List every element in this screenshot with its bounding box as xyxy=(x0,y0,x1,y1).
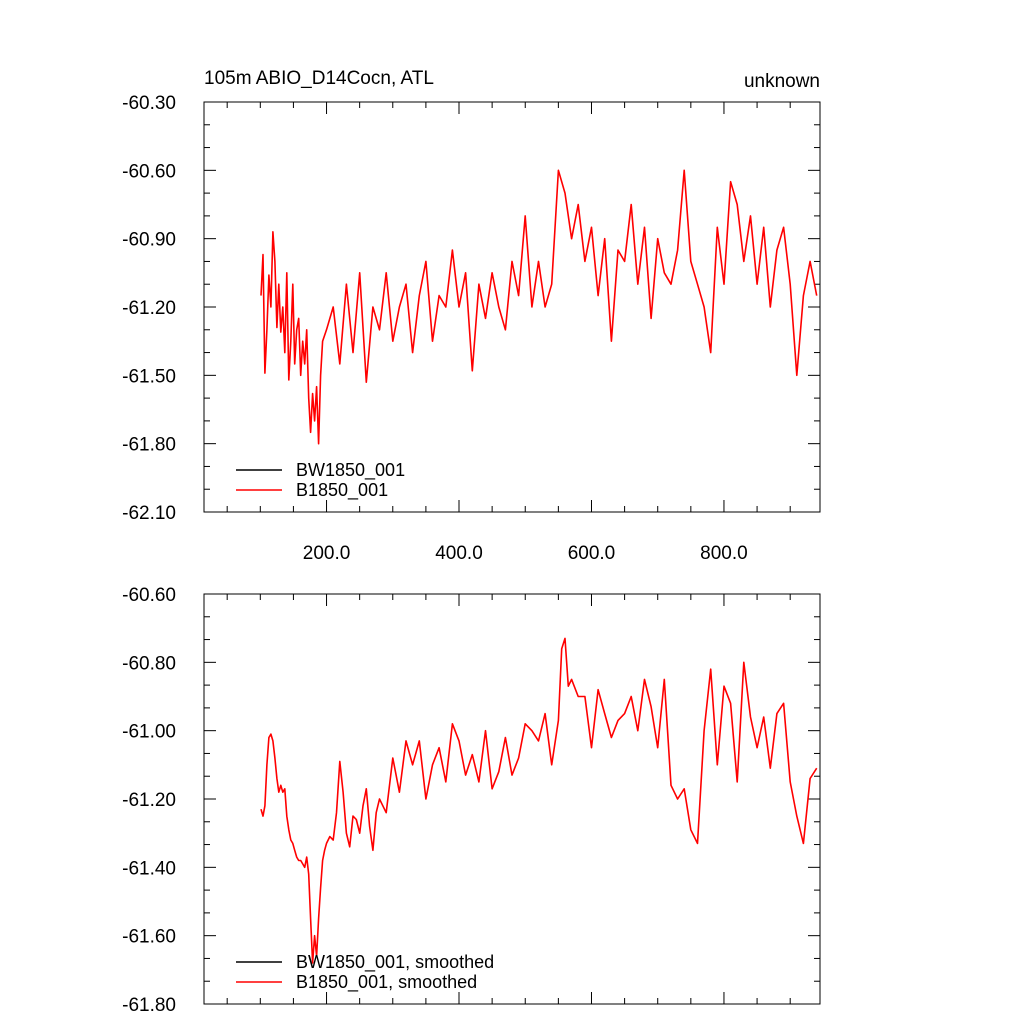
top-panel: 105m ABIO_D14Cocn, ATL unknown -60.30-60… xyxy=(122,68,821,564)
bottom-legend-label: BW1850_001, smoothed xyxy=(296,952,494,973)
bottom-ytick-label: -61.80 xyxy=(122,995,176,1016)
bottom-axes: -60.60 -60.80 -61.00 -61.20 -61.40 -61.60 -61.… xyxy=(122,585,820,1016)
top-panel-title-right: unknown xyxy=(744,71,820,92)
bottom-series-group xyxy=(260,637,818,964)
bottom-panel: -60.60 -60.80 -61.00 -61.20 -61.40 -61.60 -61.… xyxy=(122,585,821,1016)
bottom-ytick-label: -60.60 xyxy=(122,585,176,606)
top-legend-label: BW1850_001 xyxy=(296,460,405,481)
bottom-ytick-label: -61.40 xyxy=(122,858,176,879)
top-axes: -60.30 -60.60 -60.90 -61.20 -61.50 -61.80 -62.… xyxy=(122,93,820,564)
bottom-ytick-label: -61.00 xyxy=(122,722,176,743)
top-xtick-label: 600.0 xyxy=(568,543,616,564)
top-ytick-label: -61.20 xyxy=(122,298,176,319)
top-ytick-label: -60.90 xyxy=(122,230,176,251)
top-ytick-label: -62.10 xyxy=(122,503,176,524)
top-ytick-label: -61.80 xyxy=(122,435,176,456)
bottom-ytick-label: -61.60 xyxy=(122,927,176,948)
top-panel-title: 105m ABIO_D14Cocn, ATL xyxy=(204,68,434,89)
top-xtick-label: 400.0 xyxy=(435,543,483,564)
top-xtick-label: 800.0 xyxy=(700,543,748,564)
bottom-legend-label: B1850_001, smoothed xyxy=(296,972,477,993)
bottom-plot-frame xyxy=(203,593,821,1005)
top-ytick-label: -60.60 xyxy=(122,161,176,182)
bottom-ytick-label: -61.20 xyxy=(122,790,176,811)
bottom-ytick-label: -60.80 xyxy=(122,653,176,674)
top-xtick-label: 200.0 xyxy=(303,543,351,564)
top-ytick-label: -61.50 xyxy=(122,366,176,387)
top-plot-frame xyxy=(203,101,821,513)
bottom-series-line-1 xyxy=(260,637,818,964)
top-legend-label: B1850_001 xyxy=(296,480,388,501)
top-series-group xyxy=(260,169,818,445)
top-ytick-label: -60.30 xyxy=(122,93,176,114)
top-series-line-1 xyxy=(260,169,818,445)
